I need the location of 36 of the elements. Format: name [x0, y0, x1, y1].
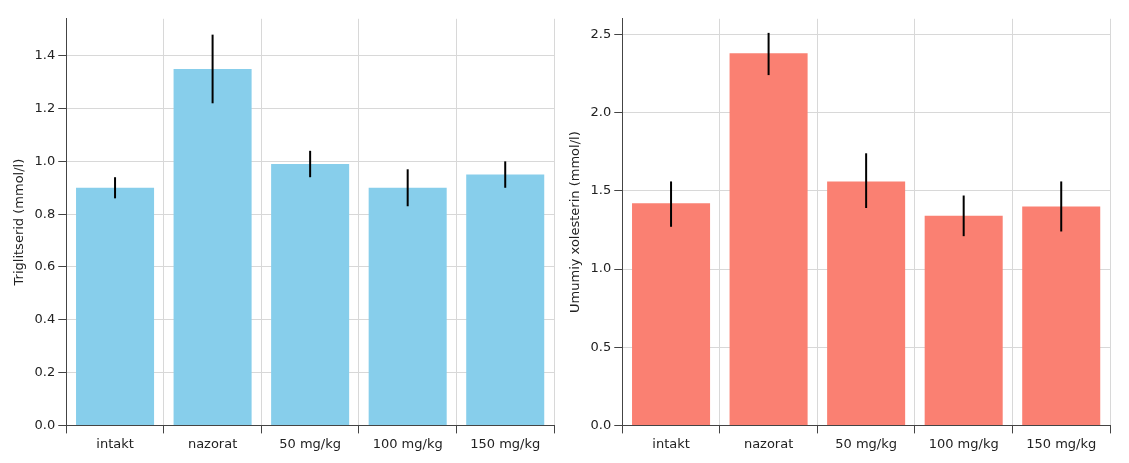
bar [173, 68, 252, 425]
y-tick-label: 0.0 [590, 416, 612, 432]
x-tick-label: intakt [96, 435, 134, 451]
bar [827, 181, 906, 425]
x-tick-label: 150 mg/kg [1026, 435, 1097, 451]
x-tick-label: 100 mg/kg [928, 435, 999, 451]
y-tick-label: 0.2 [34, 363, 56, 379]
bar [368, 187, 447, 425]
y-tick-label: 1.0 [34, 152, 56, 168]
x-tick-label: nazorat [743, 435, 794, 451]
y-tick-label: 0.4 [34, 311, 56, 327]
y-tick-label: 2.5 [590, 25, 612, 41]
bar [1022, 206, 1101, 425]
y-tick-label: 1.5 [590, 182, 612, 198]
y-tick-label: 1.4 [34, 47, 56, 63]
y-tick-label: 0.5 [590, 338, 612, 354]
y-axis-title: Triglitserid (mmol/l) [11, 158, 27, 287]
bar [632, 203, 711, 425]
x-tick-label: 150 mg/kg [470, 435, 541, 451]
y-tick-label: 2.0 [590, 104, 612, 120]
x-tick-label: 50 mg/kg [279, 435, 342, 451]
bar [466, 174, 545, 425]
y-tick-label: 1.0 [590, 260, 612, 276]
x-tick-label: nazorat [187, 435, 238, 451]
x-tick-label: 100 mg/kg [372, 435, 443, 451]
x-tick-label: intakt [652, 435, 690, 451]
y-tick-label: 0.0 [34, 416, 56, 432]
y-tick-label: 0.6 [34, 258, 56, 274]
y-tick-label: 1.2 [34, 99, 56, 115]
bar [924, 215, 1003, 425]
bar [729, 53, 808, 425]
bar [76, 187, 155, 425]
x-tick-label: 50 mg/kg [835, 435, 898, 451]
y-tick-label: 0.8 [34, 205, 56, 221]
y-axis-title: Umumiy xolesterin (mmol/l) [567, 131, 583, 313]
bar [271, 164, 350, 425]
